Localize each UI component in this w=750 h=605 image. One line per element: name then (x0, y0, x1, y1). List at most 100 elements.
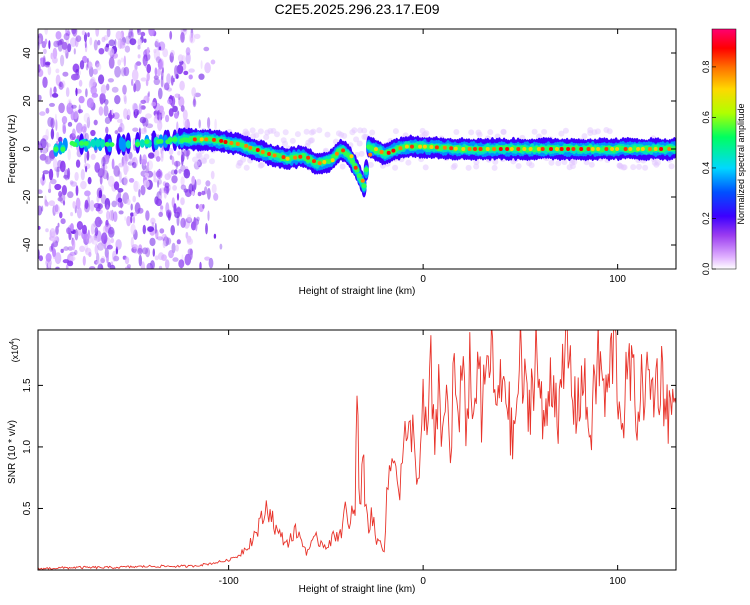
noise-blob (61, 185, 67, 196)
noise-blob (188, 68, 195, 73)
noise-blob (145, 113, 152, 119)
noise-blob (140, 159, 148, 165)
x-tick-label: 100 (609, 576, 626, 587)
noise-blob (170, 225, 175, 236)
peak-blob (566, 147, 571, 151)
noise-blob (42, 170, 50, 175)
peak-blob (219, 138, 224, 143)
noise-blob (199, 261, 202, 269)
noise-blob (186, 148, 189, 160)
haze-blob (603, 127, 610, 133)
noise-blob (86, 97, 94, 109)
snr-ticks: -100 0 100 0.5 1.0 1.5 (22, 330, 676, 587)
signal-blob (90, 138, 96, 148)
haze-blob (392, 164, 399, 171)
noise-blob (189, 248, 193, 260)
peak-blob (485, 147, 490, 151)
peak-blob (244, 143, 249, 148)
colorbar-tick-label: 0.8 (701, 61, 711, 74)
noise-blob (85, 165, 88, 173)
noise-blob (106, 244, 113, 250)
noise-blob (160, 153, 164, 162)
colorbar-tick-label: 0.6 (701, 111, 711, 124)
peak-blob (604, 147, 609, 151)
noise-blob (89, 200, 95, 212)
noise-blob (123, 66, 130, 77)
noise-blob (159, 228, 165, 234)
peak-blob (360, 178, 365, 183)
noise-blob (204, 256, 211, 261)
noise-blob (138, 103, 142, 114)
signal-blob (121, 138, 127, 152)
peak-blob (478, 147, 483, 151)
peak-blob (204, 137, 209, 142)
noise-blob (170, 75, 174, 86)
y-tick-label: 0.5 (22, 501, 33, 515)
haze-blob (195, 152, 202, 159)
colorbar-ticks: 0.0 0.2 0.4 0.6 0.8 (701, 61, 716, 275)
noise-blob (208, 257, 214, 269)
peak-blob (640, 147, 645, 151)
noise-blob (63, 246, 69, 251)
noise-blob (89, 266, 96, 269)
noise-blob (120, 118, 123, 128)
noise-blob (132, 195, 136, 203)
noise-blob (38, 144, 42, 149)
haze-blob (369, 129, 376, 136)
noise-blob (180, 176, 185, 187)
noise-blob (82, 255, 86, 266)
noise-blob (51, 93, 59, 98)
noise-blob (153, 78, 160, 86)
noise-blob (49, 245, 53, 252)
noise-blob (107, 262, 111, 268)
noise-blob (94, 216, 102, 228)
noise-blob (182, 109, 188, 121)
noise-blob (65, 38, 70, 44)
noise-blob (74, 249, 78, 256)
haze-blob (249, 127, 256, 134)
noise-blob (174, 169, 178, 175)
noise-blob (60, 218, 66, 225)
noise-blob (154, 40, 159, 48)
noise-blob (92, 68, 98, 75)
peak-blob (312, 159, 316, 164)
signal-blob (158, 139, 164, 144)
noise-blob (134, 79, 141, 92)
noise-blob (178, 259, 185, 269)
noise-blob (126, 264, 131, 269)
noise-blob (117, 188, 124, 193)
peak-blob (330, 158, 335, 163)
noise-blob (71, 238, 76, 251)
noise-blob (54, 252, 62, 265)
noise-blob (148, 91, 150, 98)
noise-blob (183, 29, 187, 32)
haze-blob (200, 157, 207, 164)
noise-blob (60, 54, 65, 67)
noise-blob (56, 131, 60, 140)
noise-blob (38, 189, 43, 194)
noise-blob (55, 119, 58, 131)
peak-blob (229, 141, 234, 145)
noise-blob (155, 198, 162, 207)
noise-blob (52, 158, 58, 170)
noise-blob (202, 204, 205, 209)
noise-blob (144, 172, 150, 178)
noise-blob (111, 109, 114, 116)
noise-blob (112, 211, 118, 223)
noise-blob (84, 199, 89, 210)
signal-blob (72, 142, 78, 147)
noise-blob (132, 215, 136, 224)
noise-blob (84, 190, 91, 197)
noise-blob (155, 56, 161, 64)
noise-blob (101, 156, 106, 167)
peak-blob (636, 147, 641, 151)
noise-blob (159, 105, 164, 113)
noise-blob (156, 169, 163, 180)
noise-blob (75, 35, 82, 42)
noise-blob (71, 73, 78, 81)
noise-blob (49, 87, 53, 98)
noise-blob (52, 248, 57, 257)
peak-blob (653, 147, 658, 151)
noise-blob (124, 256, 130, 265)
